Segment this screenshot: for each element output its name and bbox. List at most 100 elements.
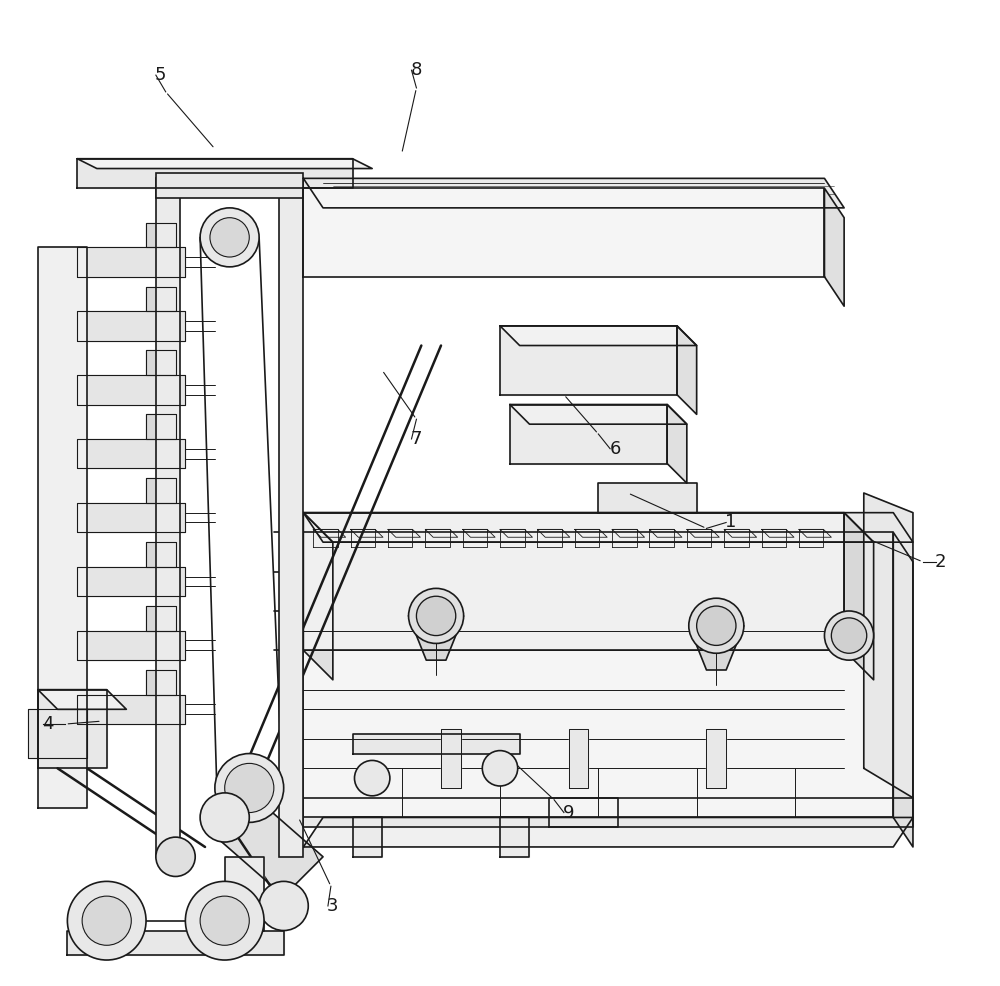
Circle shape [225,763,274,812]
Polygon shape [689,626,744,669]
Polygon shape [77,503,185,532]
Polygon shape [38,689,107,768]
Polygon shape [706,729,726,788]
Polygon shape [844,513,874,679]
Text: 2: 2 [935,553,946,571]
Polygon shape [463,529,487,547]
Circle shape [185,881,264,960]
Polygon shape [225,857,264,931]
Text: 8: 8 [411,61,422,79]
Polygon shape [303,513,844,651]
Text: 7: 7 [411,430,422,448]
Polygon shape [303,817,913,847]
Polygon shape [500,325,677,394]
Polygon shape [146,287,176,312]
Polygon shape [687,529,719,537]
Polygon shape [313,529,346,537]
Polygon shape [500,817,529,857]
Polygon shape [77,247,185,277]
Circle shape [697,606,736,646]
Polygon shape [864,493,913,798]
Polygon shape [500,529,532,537]
Bar [156,174,303,198]
Polygon shape [388,529,420,537]
Polygon shape [313,529,338,547]
Text: 3: 3 [327,897,339,915]
Polygon shape [549,798,913,827]
Polygon shape [667,404,687,483]
Circle shape [416,597,456,636]
Circle shape [409,589,464,644]
Polygon shape [510,404,687,424]
Polygon shape [146,606,176,631]
Polygon shape [893,532,913,847]
Circle shape [156,837,195,877]
Polygon shape [425,529,458,537]
Polygon shape [441,729,461,788]
Polygon shape [649,529,682,537]
Circle shape [689,599,744,654]
Polygon shape [351,529,375,547]
Polygon shape [677,325,697,414]
Polygon shape [500,325,697,345]
Circle shape [824,611,874,661]
Polygon shape [799,529,831,537]
Circle shape [200,896,249,946]
Text: 9: 9 [563,804,575,821]
Polygon shape [146,478,176,503]
Polygon shape [67,931,284,955]
Polygon shape [146,669,176,694]
Text: 4: 4 [42,715,53,733]
Circle shape [82,896,131,946]
Polygon shape [612,529,637,547]
Polygon shape [425,529,450,547]
Circle shape [200,208,259,267]
Polygon shape [762,529,786,547]
Polygon shape [388,529,412,547]
Polygon shape [724,529,749,547]
Bar [156,178,180,857]
Polygon shape [303,188,824,277]
Polygon shape [303,513,874,542]
Polygon shape [351,529,383,537]
Polygon shape [303,178,844,208]
Polygon shape [687,529,711,547]
Polygon shape [353,817,382,857]
Circle shape [210,218,249,257]
Polygon shape [28,709,87,758]
Polygon shape [77,312,185,340]
Polygon shape [77,159,353,188]
Polygon shape [146,414,176,439]
Circle shape [354,760,390,796]
Polygon shape [38,247,87,808]
Polygon shape [799,529,823,547]
Polygon shape [303,513,333,679]
Polygon shape [77,694,185,724]
Polygon shape [77,567,185,597]
Polygon shape [146,542,176,567]
Polygon shape [575,529,599,547]
Polygon shape [303,513,913,542]
Polygon shape [569,729,588,788]
Polygon shape [724,529,757,537]
Polygon shape [500,529,525,547]
Circle shape [482,750,518,786]
Bar [279,178,303,857]
Polygon shape [537,529,562,547]
Polygon shape [38,689,126,709]
Text: 6: 6 [609,440,621,458]
Polygon shape [146,223,176,247]
Circle shape [215,753,284,822]
Polygon shape [463,529,495,537]
Polygon shape [353,734,520,753]
Circle shape [259,881,308,931]
Polygon shape [649,529,674,547]
Polygon shape [77,631,185,661]
Polygon shape [77,159,372,169]
Polygon shape [205,788,323,896]
Polygon shape [537,529,570,537]
Polygon shape [303,532,893,817]
Polygon shape [77,375,185,404]
Polygon shape [575,529,607,537]
Circle shape [67,881,146,960]
